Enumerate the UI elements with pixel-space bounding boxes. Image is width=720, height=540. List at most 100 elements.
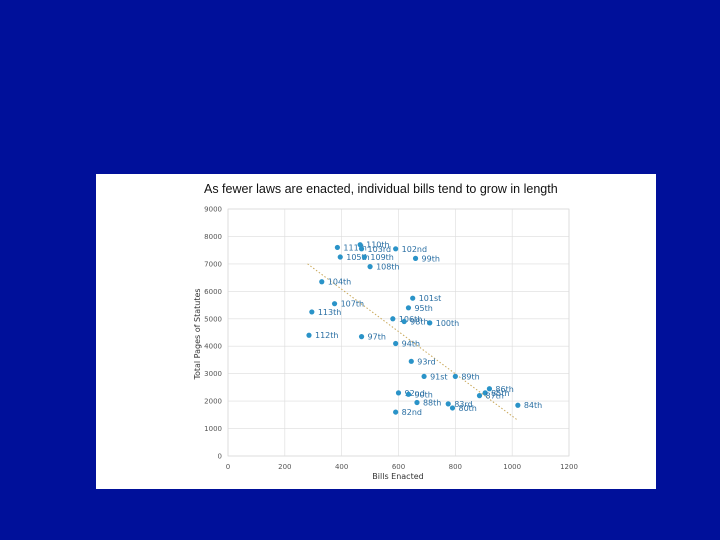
- point-marker: [393, 340, 399, 347]
- chart-panel: As fewer laws are enacted, individual bi…: [96, 174, 656, 489]
- point-marker: [358, 334, 365, 340]
- point-marker: [319, 279, 325, 285]
- data-point: 82nd: [393, 408, 422, 417]
- point-label: 83rd: [454, 400, 472, 409]
- point-label: 109th: [370, 253, 393, 262]
- data-point: 112th: [306, 331, 338, 340]
- point-marker: [390, 316, 396, 322]
- point-marker: [309, 309, 315, 315]
- point-label: 85th: [491, 389, 509, 398]
- point-marker: [393, 246, 399, 252]
- point-label: 87th: [485, 392, 503, 401]
- point-marker: [410, 295, 416, 301]
- y-tick-label: 5000: [204, 315, 222, 323]
- data-point: 97th: [358, 333, 386, 342]
- data-point: 90th: [405, 390, 433, 399]
- point-label: 90th: [414, 390, 432, 399]
- point-label: 88th: [423, 398, 441, 407]
- data-point: 80th: [449, 404, 477, 413]
- point-marker: [482, 390, 488, 396]
- trendline: [307, 263, 519, 421]
- point-label: 89th: [461, 372, 479, 381]
- y-tick-label: 0: [218, 453, 222, 461]
- data-point: 100th: [427, 319, 459, 328]
- point-label: 91st: [430, 372, 447, 381]
- point-label: 106th: [399, 315, 422, 324]
- point-label: 95th: [414, 304, 432, 313]
- point-label: 105th: [346, 253, 369, 262]
- x-tick-label: 800: [449, 463, 462, 471]
- data-point: 99th: [412, 254, 440, 263]
- data-point: 87th: [476, 392, 504, 401]
- point-marker: [405, 391, 412, 397]
- point-marker: [408, 358, 414, 364]
- chart-title: As fewer laws are enacted, individual bi…: [204, 182, 558, 196]
- data-point: 91st: [421, 372, 448, 381]
- point-label: 98th: [410, 318, 428, 327]
- point-label: 86th: [495, 385, 513, 394]
- point-marker: [445, 401, 451, 407]
- point-marker: [452, 373, 458, 380]
- y-tick-label: 4000: [204, 343, 222, 351]
- data-point: 86th: [486, 385, 514, 394]
- x-tick-label: 600: [392, 463, 405, 471]
- y-tick-label: 9000: [204, 206, 222, 214]
- point-label: 94th: [402, 339, 420, 348]
- grid-lines: [227, 208, 570, 457]
- point-marker: [358, 246, 365, 252]
- data-point: 88th: [414, 398, 441, 407]
- data-point: 111th: [334, 243, 367, 252]
- point-label: 97th: [368, 333, 386, 342]
- point-marker: [395, 390, 402, 396]
- point-label: 110th: [366, 241, 389, 250]
- point-label: 82nd: [402, 408, 422, 417]
- point-marker: [334, 244, 341, 251]
- point-label: 84th: [524, 401, 542, 410]
- point-marker: [361, 254, 367, 260]
- point-label: 103rd: [368, 245, 392, 254]
- data-point: 103rd: [358, 245, 392, 254]
- data-point: 110th: [357, 241, 390, 250]
- x-axis-title: Bills Enacted: [372, 472, 423, 481]
- data-point: 83rd: [445, 400, 473, 409]
- point-label: 101st: [419, 294, 442, 303]
- point-marker: [401, 318, 407, 325]
- data-point: 113th: [309, 308, 341, 317]
- point-marker: [357, 242, 363, 248]
- x-tick-label: 200: [278, 463, 291, 471]
- y-axis-title: Total Pages of Statutes: [193, 288, 202, 380]
- x-tick-label: 1200: [560, 463, 578, 471]
- scatter-chart: As fewer laws are enacted, individual bi…: [193, 182, 578, 481]
- point-label: 92nd: [405, 389, 425, 398]
- point-marker: [367, 264, 373, 270]
- data-point: 84th: [515, 401, 542, 410]
- point-marker: [449, 405, 456, 411]
- data-point: 104th: [319, 278, 351, 287]
- y-tick-label: 7000: [204, 260, 222, 268]
- data-point: 98th: [401, 318, 429, 327]
- x-tick-label: 0: [226, 463, 230, 471]
- point-label: 111th: [343, 243, 366, 252]
- y-tick-label: 1000: [204, 425, 222, 433]
- data-point: 107th: [331, 300, 364, 309]
- data-point: 109th: [361, 253, 394, 262]
- point-marker: [331, 301, 338, 307]
- point-marker: [515, 402, 521, 408]
- point-label: 80th: [458, 404, 476, 413]
- data-point: 106th: [390, 315, 422, 324]
- point-marker: [421, 373, 427, 380]
- point-marker: [405, 305, 412, 311]
- data-point: 108th: [367, 263, 400, 272]
- point-marker: [337, 254, 343, 260]
- point-label: 100th: [436, 319, 459, 328]
- point-marker: [476, 393, 483, 399]
- data-point: 94th: [393, 339, 420, 348]
- point-marker: [414, 399, 420, 406]
- data-point: 85th: [482, 389, 510, 398]
- point-label: 112th: [315, 331, 338, 340]
- data-point: 105th: [337, 253, 370, 262]
- data-point: 93rd: [408, 357, 436, 366]
- point-marker: [393, 409, 399, 415]
- point-label: 113th: [318, 308, 341, 317]
